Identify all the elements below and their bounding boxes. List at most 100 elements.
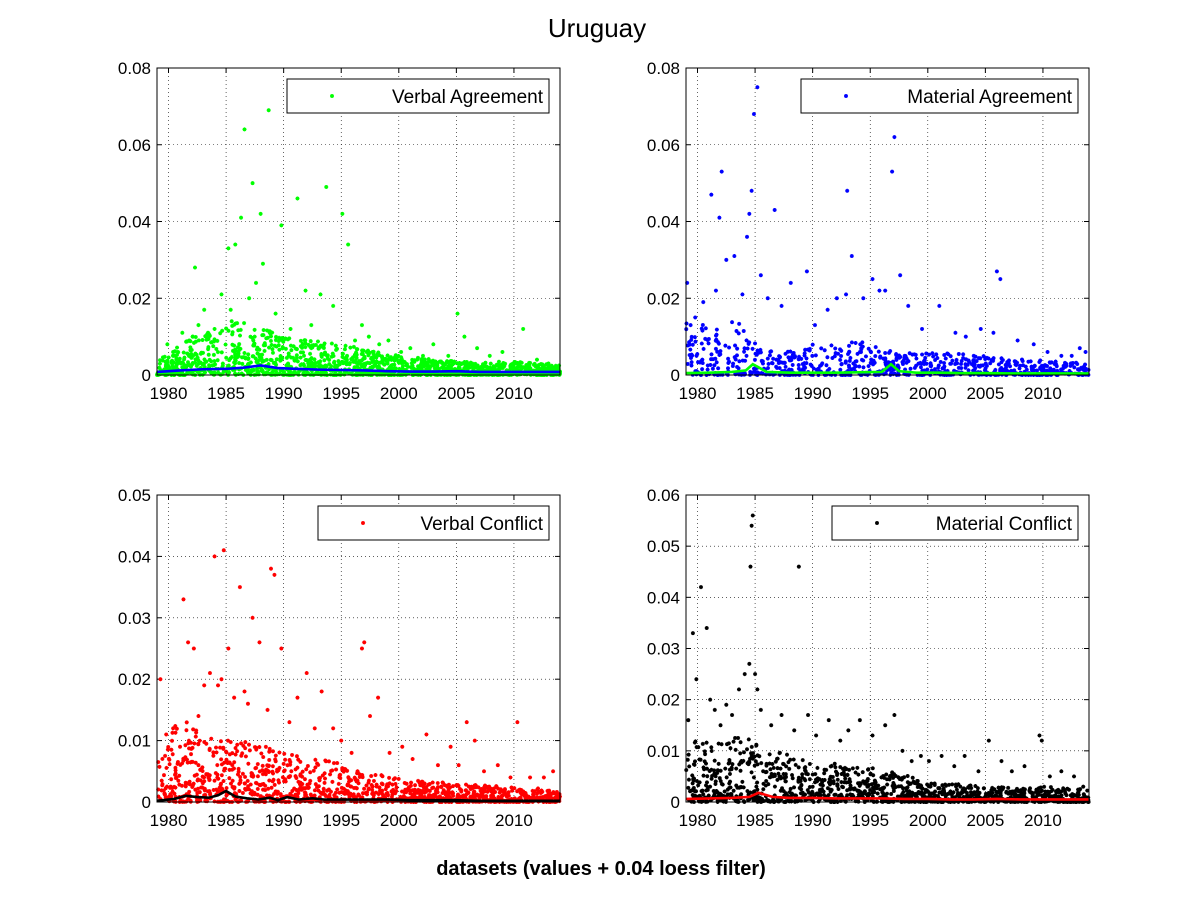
data-point <box>767 752 772 757</box>
data-point <box>730 320 735 325</box>
data-point <box>819 346 824 351</box>
x-tick-label: 1990 <box>265 811 303 830</box>
data-point <box>277 780 282 785</box>
data-point <box>207 746 212 751</box>
data-point <box>307 799 312 804</box>
data-point <box>793 354 798 359</box>
data-point <box>441 788 446 793</box>
data-point <box>487 353 492 358</box>
data-point <box>916 361 921 366</box>
data-point <box>497 796 502 801</box>
data-point <box>965 362 970 367</box>
data-point <box>847 358 852 363</box>
data-point <box>736 736 741 741</box>
data-point <box>433 788 438 793</box>
data-point <box>1081 364 1086 369</box>
data-point <box>807 785 812 790</box>
data-point <box>204 359 209 364</box>
data-point <box>221 797 226 802</box>
data-point <box>1057 790 1062 795</box>
data-point <box>413 783 418 788</box>
data-point <box>1002 368 1007 373</box>
data-point <box>950 358 955 363</box>
data-point <box>734 353 739 358</box>
data-point <box>708 362 713 367</box>
data-point <box>741 785 746 790</box>
data-point <box>226 246 231 251</box>
data-point <box>166 355 171 360</box>
data-point <box>324 353 329 358</box>
data-point <box>693 759 698 764</box>
data-point <box>502 787 507 792</box>
data-point <box>497 366 502 371</box>
data-point <box>479 787 484 792</box>
data-point <box>1038 785 1043 790</box>
data-point <box>264 767 269 772</box>
data-point <box>718 768 723 773</box>
data-point <box>275 789 280 794</box>
data-point <box>376 350 381 355</box>
data-point <box>485 789 490 794</box>
data-point <box>486 368 491 373</box>
data-point <box>926 789 931 794</box>
data-point <box>742 349 747 354</box>
data-point <box>539 367 544 372</box>
data-point <box>693 794 698 799</box>
data-point <box>364 372 369 377</box>
data-point <box>224 326 229 331</box>
data-point <box>687 764 692 769</box>
data-point <box>1016 789 1021 794</box>
data-point <box>220 363 225 368</box>
data-point <box>462 360 467 365</box>
data-point <box>319 354 324 359</box>
data-point <box>362 366 367 371</box>
data-point <box>430 795 435 800</box>
data-point <box>231 766 236 771</box>
data-point <box>689 363 694 368</box>
data-point <box>1020 359 1025 364</box>
data-point <box>846 352 851 357</box>
data-point <box>308 351 313 356</box>
data-point <box>335 761 340 766</box>
data-point <box>538 795 543 800</box>
data-point <box>242 689 247 694</box>
data-point <box>1020 357 1024 362</box>
data-point <box>983 366 988 371</box>
data-point <box>393 781 398 786</box>
data-point <box>998 368 1003 373</box>
data-point <box>339 785 344 790</box>
data-point <box>832 354 837 359</box>
data-point <box>230 778 235 783</box>
data-point <box>345 782 350 787</box>
data-point <box>709 352 714 357</box>
data-point <box>196 742 201 747</box>
data-point <box>297 369 302 374</box>
data-point <box>1037 360 1042 365</box>
data-point <box>380 774 385 779</box>
data-point <box>390 782 395 787</box>
data-point <box>333 343 338 348</box>
data-point <box>1059 353 1064 358</box>
data-point <box>833 765 838 770</box>
data-point <box>731 361 736 366</box>
data-point <box>387 371 392 376</box>
data-point <box>489 796 494 801</box>
data-point <box>359 352 364 357</box>
data-point <box>464 788 469 793</box>
data-point <box>329 341 334 346</box>
data-point <box>842 773 847 778</box>
data-point <box>755 780 760 785</box>
data-point <box>483 360 488 365</box>
data-point <box>312 726 317 731</box>
data-point <box>994 269 999 274</box>
data-point <box>237 333 242 338</box>
data-point <box>353 338 358 343</box>
data-point <box>188 370 193 375</box>
y-tick-label: 0.06 <box>118 136 151 155</box>
data-point <box>822 348 827 353</box>
data-point <box>833 346 838 351</box>
data-point <box>447 367 452 372</box>
data-point <box>342 356 347 361</box>
data-point <box>799 798 804 803</box>
